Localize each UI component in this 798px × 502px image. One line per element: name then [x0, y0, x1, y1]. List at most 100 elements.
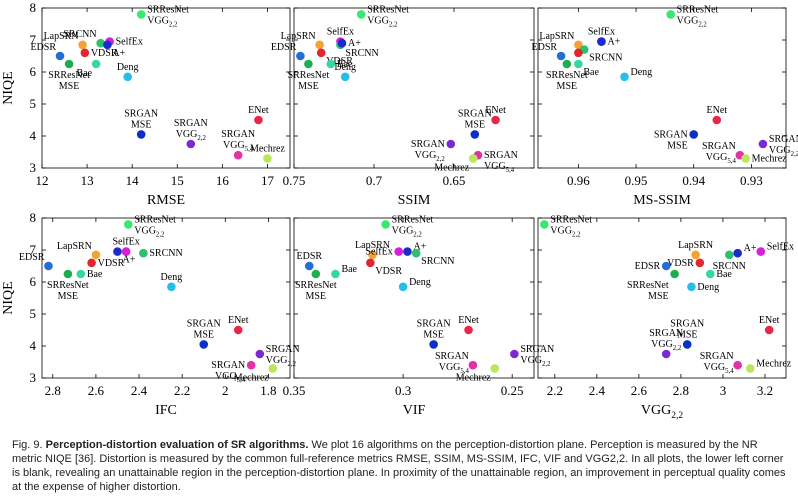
point-label: SRGAN	[654, 129, 688, 140]
data-point	[661, 349, 671, 359]
data-point	[78, 40, 87, 50]
point-label: MSE	[306, 291, 327, 302]
point-label: SRResNet	[147, 4, 189, 15]
data-point	[468, 360, 478, 370]
point-label: SRGAN	[769, 134, 798, 145]
caption-title: Perception-distortion evaluation of SR a…	[45, 439, 309, 451]
x-tick-label: 0.25	[501, 383, 524, 398]
point-label: ENet	[759, 315, 780, 326]
point-label: MSE	[58, 291, 79, 302]
data-point	[470, 130, 480, 139]
plot-frame	[293, 217, 535, 379]
x-tick-label: 0.93	[740, 173, 763, 188]
data-point	[315, 40, 324, 50]
point-label: VGG2,2	[520, 355, 551, 368]
point-label: SRGAN	[702, 141, 736, 152]
data-point	[311, 269, 321, 279]
x-tick-label: 3	[720, 383, 727, 398]
point-label: SRGAN	[700, 351, 734, 362]
y-tick-label: 5	[30, 306, 37, 321]
point-label: SRResNet	[367, 4, 409, 15]
data-point	[186, 139, 196, 149]
x-tick-label: 2.6	[631, 383, 648, 398]
plot-frame	[41, 217, 291, 379]
x-axis-label: SSIM	[398, 193, 431, 208]
data-point	[121, 247, 131, 256]
point-label: SRGAN	[484, 150, 518, 161]
point-label: A+	[122, 255, 135, 266]
data-point	[691, 250, 700, 260]
data-point	[368, 250, 377, 260]
point-label: VDSR	[91, 48, 118, 59]
x-tick-label: 0.95	[625, 173, 648, 188]
data-point	[706, 269, 715, 279]
point-label: MSE	[423, 329, 444, 340]
x-tick-label: 0.65	[443, 173, 466, 188]
x-tick-label: 13	[81, 173, 94, 188]
point-label: ENet	[228, 315, 249, 326]
point-label: MSE	[465, 119, 486, 130]
point-label: SelfEx	[116, 37, 143, 48]
data-point	[381, 220, 390, 229]
data-point	[411, 248, 421, 258]
data-point	[687, 282, 696, 292]
y-tick-label: 6	[30, 64, 37, 79]
point-label: Mechrez	[456, 372, 492, 383]
point-label: MSE	[677, 329, 698, 340]
y-tick-label: 5	[30, 96, 37, 111]
data-point	[263, 154, 272, 163]
point-label: SRGAN	[124, 108, 158, 119]
data-point	[233, 325, 243, 335]
data-point	[337, 38, 347, 48]
data-point	[733, 360, 742, 370]
point-label: SRGAN	[174, 118, 208, 129]
point-label: VGG2,2	[677, 15, 708, 28]
point-label: SRCNN	[713, 261, 746, 272]
x-tick-label: 15	[171, 173, 184, 188]
point-label: Bae	[716, 269, 732, 280]
data-point	[394, 247, 404, 256]
point-label: VDSR	[98, 258, 125, 269]
point-label: SelfEx	[112, 237, 139, 248]
x-tick-label: 17	[261, 173, 275, 188]
x-tick-label: 0.75	[283, 173, 306, 188]
point-label: SelfEx	[588, 27, 615, 38]
data-point	[682, 340, 692, 349]
point-label: VGG2,2	[367, 15, 398, 28]
y-tick-label: 7	[30, 32, 37, 47]
data-point	[326, 59, 336, 69]
y-tick-label: 6	[30, 274, 37, 289]
x-tick-label: 0.3	[395, 383, 411, 398]
y-tick-label: 3	[30, 370, 37, 385]
point-label: SelfEx	[767, 242, 794, 253]
point-label: SRGAN	[411, 139, 445, 150]
point-label: Deng	[631, 67, 653, 78]
point-label: SRGAN	[520, 344, 554, 355]
point-label: SRGAN	[649, 328, 683, 339]
point-label: A+	[348, 38, 361, 49]
data-point	[574, 59, 583, 69]
point-label: VGG2,2	[769, 145, 798, 158]
point-label: Bae	[337, 59, 353, 70]
point-label: MSE	[131, 119, 152, 130]
data-point	[233, 150, 243, 160]
data-point	[597, 37, 606, 46]
point-label: SRGAN	[221, 129, 255, 140]
data-point	[76, 269, 86, 279]
point-label: VGG5,4	[215, 371, 246, 384]
point-label: Mechrez	[234, 372, 270, 383]
data-point	[510, 349, 519, 359]
x-axis-label: VGG2,2	[641, 403, 683, 421]
data-point	[661, 261, 671, 271]
point-label: A+	[413, 242, 426, 253]
point-label: VGG5,4	[439, 362, 470, 375]
point-label: LapSRN	[355, 240, 390, 251]
x-tick-label: 1.8	[260, 383, 276, 398]
point-label: MSE	[193, 329, 214, 340]
data-point	[64, 59, 74, 69]
point-label: EDSR	[271, 42, 297, 53]
data-point	[574, 40, 583, 50]
x-tick-label: 3.2	[757, 383, 773, 398]
